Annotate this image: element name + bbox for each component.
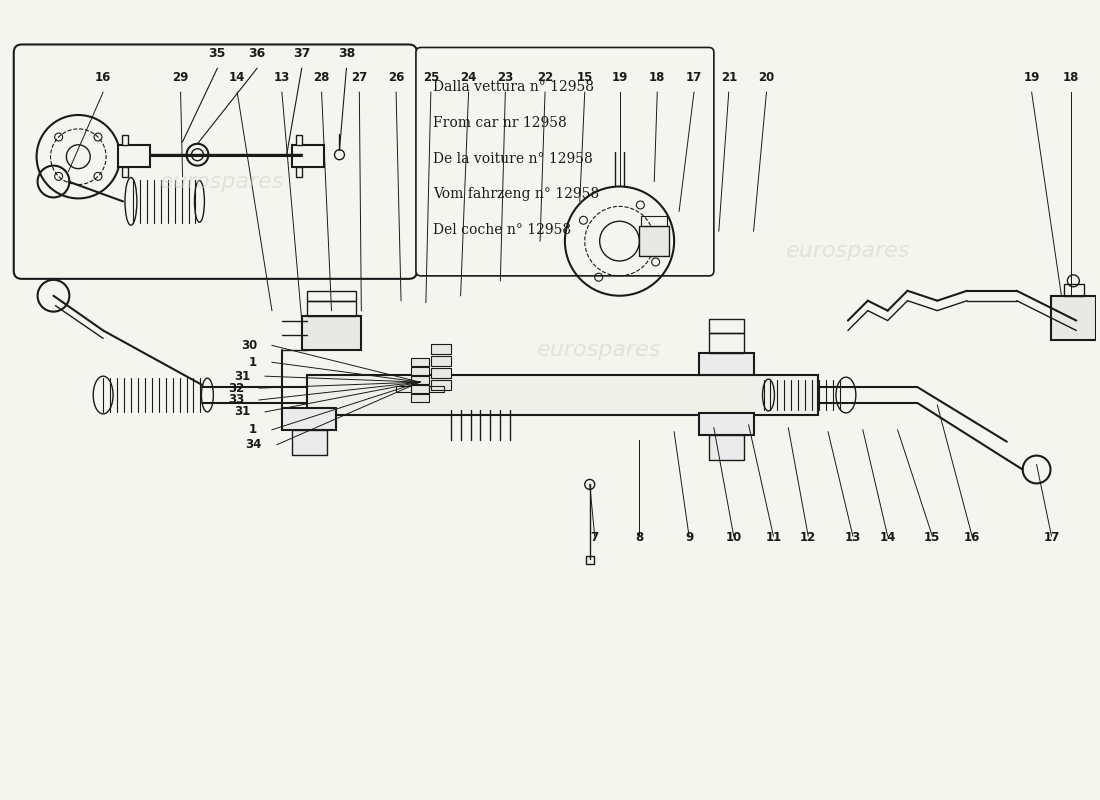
Text: 12: 12 (800, 531, 816, 544)
Bar (431, 344, 451, 354)
Text: 11: 11 (766, 531, 782, 544)
Text: 38: 38 (338, 47, 355, 60)
FancyBboxPatch shape (14, 45, 417, 279)
Bar (585, 556, 594, 564)
Bar (411, 358, 429, 366)
Text: 27: 27 (351, 71, 367, 84)
Text: 18: 18 (1064, 71, 1079, 84)
Text: 8: 8 (636, 531, 644, 544)
Text: 25: 25 (422, 71, 439, 84)
Bar (307, 301, 356, 315)
Text: 14: 14 (229, 71, 245, 84)
Bar (431, 380, 451, 390)
Bar (296, 135, 301, 145)
Bar (292, 430, 327, 454)
Text: 26: 26 (388, 71, 405, 84)
Text: 22: 22 (537, 71, 553, 84)
Text: 18: 18 (649, 71, 666, 84)
Bar (431, 356, 451, 366)
Text: 31: 31 (234, 370, 250, 382)
Bar (1052, 296, 1097, 341)
Bar (307, 375, 818, 415)
Bar (396, 386, 411, 392)
Bar (307, 290, 356, 301)
Bar (282, 408, 337, 430)
Text: 9: 9 (685, 531, 693, 544)
Bar (122, 135, 128, 145)
Text: 30: 30 (241, 339, 257, 352)
Bar (698, 354, 754, 375)
Text: 15: 15 (576, 71, 593, 84)
Bar (429, 386, 443, 392)
Text: 17: 17 (1044, 531, 1059, 544)
Text: Vom fahrzeng n° 12958: Vom fahrzeng n° 12958 (432, 187, 598, 202)
Bar (122, 166, 128, 177)
Text: 16: 16 (95, 71, 111, 84)
Bar (708, 434, 744, 459)
Bar (411, 376, 429, 384)
Bar (301, 315, 361, 350)
Bar (292, 145, 323, 166)
Text: Dalla vettura n° 12958: Dalla vettura n° 12958 (432, 80, 594, 94)
Bar (411, 385, 429, 393)
Text: 19: 19 (612, 71, 628, 84)
Text: 36: 36 (249, 47, 266, 60)
Bar (118, 145, 150, 166)
Text: De la voiture n° 12958: De la voiture n° 12958 (432, 152, 593, 166)
Text: 37: 37 (293, 47, 310, 60)
Bar (698, 413, 754, 434)
Text: 20: 20 (758, 71, 774, 84)
Bar (708, 318, 744, 334)
Text: 1: 1 (249, 423, 257, 436)
Text: 10: 10 (726, 531, 741, 544)
Text: 21: 21 (720, 71, 737, 84)
Bar (639, 226, 669, 256)
Text: eurospares: eurospares (160, 171, 285, 191)
Text: 14: 14 (880, 531, 895, 544)
Text: 24: 24 (461, 71, 476, 84)
Bar (296, 166, 301, 177)
Text: From car nr 12958: From car nr 12958 (432, 116, 566, 130)
Text: 19: 19 (1023, 71, 1040, 84)
Text: 28: 28 (314, 71, 330, 84)
Text: 31: 31 (234, 406, 250, 418)
Text: 13: 13 (274, 71, 290, 84)
Bar (708, 334, 744, 354)
Text: 7: 7 (591, 531, 598, 544)
Text: 13: 13 (845, 531, 861, 544)
Text: 23: 23 (497, 71, 514, 84)
Bar (411, 394, 429, 402)
Text: eurospares: eurospares (538, 340, 662, 360)
Text: 15: 15 (924, 531, 940, 544)
Bar (431, 368, 451, 378)
Bar (641, 216, 668, 226)
Text: 16: 16 (964, 531, 980, 544)
FancyBboxPatch shape (416, 47, 714, 276)
Text: 34: 34 (245, 438, 262, 451)
Bar (411, 367, 429, 375)
Text: 35: 35 (209, 47, 226, 60)
Bar (1065, 284, 1085, 296)
Text: Del coche n° 12958: Del coche n° 12958 (432, 223, 571, 238)
Text: 32: 32 (228, 382, 244, 394)
Text: 29: 29 (173, 71, 189, 84)
Text: 33: 33 (228, 394, 244, 406)
Text: eurospares: eurospares (785, 241, 910, 261)
Text: 17: 17 (686, 71, 702, 84)
Text: 1: 1 (249, 356, 257, 369)
